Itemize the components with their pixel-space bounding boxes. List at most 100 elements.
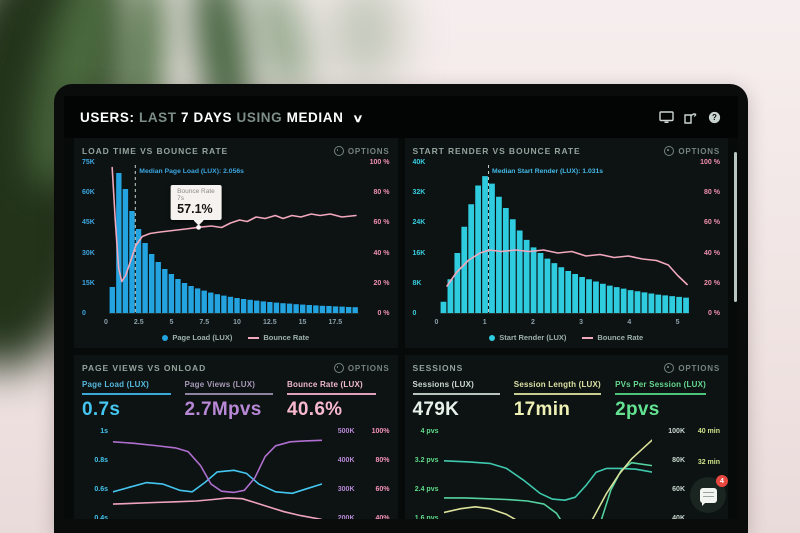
legend-item-page-load[interactable]: Page Load (LUX) <box>162 333 232 342</box>
notification-badge: 4 <box>716 475 728 487</box>
line-plot[interactable] <box>113 428 322 519</box>
dashboard-title[interactable]: USERS: LAST 7 DAYS USING MEDIAN ∨ <box>80 109 365 125</box>
chat-bubble-lines <box>702 491 714 493</box>
gear-icon <box>333 146 344 156</box>
axis-tick: 4 pvs <box>420 428 439 435</box>
axis-tick: 16K <box>412 249 426 257</box>
legend-item-start-render[interactable]: Start Render (LUX) <box>489 333 566 342</box>
axis-tick: 12.5 <box>262 319 277 326</box>
y-axis-left: 75K 60K 45K 30K 15K 0 <box>82 159 109 317</box>
y-axis-right: 100 % 80 % 60 % 40 % 20 % 0 % <box>689 159 720 317</box>
axis-tick: 5 <box>169 319 174 326</box>
options-button[interactable]: OPTIONS <box>333 363 390 373</box>
panel-header: LOAD TIME VS BOUNCE RATE OPTIONS <box>82 144 390 158</box>
axis-tick: 5 <box>675 319 680 326</box>
legend-line-icon <box>248 336 260 339</box>
axis-tick: 80K <box>672 457 685 464</box>
line-plot[interactable] <box>443 428 652 519</box>
tooltip: Bounce Rate 7s 57.1% <box>170 185 222 221</box>
axis-tick: 1.6 pvs <box>414 515 439 519</box>
metric-page-load[interactable]: Page Load (LUX) 0.7s <box>82 380 185 421</box>
metric-underline <box>287 393 376 395</box>
axis-tick: 80 % <box>373 189 390 197</box>
axis-tick: 2 <box>530 319 535 326</box>
axis-tick: 40 % <box>704 249 720 257</box>
axis-tick: 1 <box>482 319 487 326</box>
axis-tick: 4 <box>627 319 632 326</box>
axis-tick: 40 % <box>373 249 390 257</box>
options-button[interactable]: OPTIONS <box>664 146 720 156</box>
options-label: OPTIONS <box>678 363 720 373</box>
axis-tick: 200K <box>337 515 355 519</box>
axis-tick: 24K <box>412 219 426 227</box>
metric-page-views[interactable]: Page Views (LUX) 2.7Mpvs <box>184 380 288 421</box>
legend: Start Render (LUX) Bounce Rate <box>413 329 721 346</box>
axis-tick: 60 % <box>373 219 390 227</box>
gear-icon <box>333 363 344 373</box>
panel-header: PAGE VIEWS VS ONLOAD OPTIONS <box>82 361 390 375</box>
axis-tick: 2.5 <box>133 319 144 326</box>
legend-label: Page Load (LUX) <box>172 333 233 342</box>
axis-tick: 0 <box>104 319 108 326</box>
scrollbar-thumb[interactable] <box>734 152 737 302</box>
axis-tick: 0.4s <box>94 515 108 519</box>
metric-underline <box>615 393 706 395</box>
legend-item-bounce-rate[interactable]: Bounce Rate <box>582 333 643 342</box>
axis-tick: 500K <box>337 428 355 435</box>
metric-underline <box>513 393 602 395</box>
legend-dot-icon <box>162 334 169 341</box>
axis-tick: 15 <box>298 319 307 326</box>
panel-header: SESSIONS OPTIONS <box>413 361 721 375</box>
panel-title: LOAD TIME VS BOUNCE RATE <box>82 146 229 156</box>
title-last: LAST <box>138 109 177 125</box>
axis-tick: 0 % <box>377 309 390 317</box>
gear-icon <box>664 363 675 373</box>
axis-tick: 0 <box>82 309 86 317</box>
axis-tick: 2.4 pvs <box>414 486 439 493</box>
metric-value: 2pvs <box>615 399 660 420</box>
metric-bounce-rate[interactable]: Bounce Rate (LUX) 40.6% <box>287 380 390 421</box>
options-button[interactable]: OPTIONS <box>664 363 720 373</box>
legend-label: Bounce Rate <box>263 333 310 342</box>
axis-tick: 80% <box>375 457 390 464</box>
help-icon[interactable]: ? <box>707 111 722 124</box>
display-icon[interactable] <box>659 110 674 124</box>
chevron-down-icon[interactable]: ∨ <box>352 112 365 125</box>
right-axis-col-k: 100K 80K 60K 40K <box>661 428 685 519</box>
histogram-plot[interactable]: Median Start Render (LUX): 1.031s <box>439 163 689 314</box>
metric-value: 40.6% <box>287 399 343 420</box>
panel-start-render-vs-bounce-rate: START RENDER VS BOUNCE RATE OPTIONS 40K 3… <box>404 138 728 348</box>
panel-sessions: SESSIONS OPTIONS Sessions (LUX) 479K <box>404 355 728 519</box>
share-icon[interactable] <box>683 111 698 124</box>
panel-title: START RENDER VS BOUNCE RATE <box>412 146 581 156</box>
mini-chart: 1s 0.8s 0.6s 0.4s 500K 400K 300K 200K 100% 80% 6… <box>82 428 390 519</box>
metric-sessions[interactable]: Sessions (LUX) 479K <box>412 380 514 421</box>
laptop: USERS: LAST 7 DAYS USING MEDIAN ∨ <box>54 84 748 533</box>
histogram-plot[interactable]: Median Page Load (LUX): 2.056s Bounce Ra… <box>109 163 359 314</box>
axis-tick: 60% <box>375 486 390 493</box>
panel-page-views-vs-onload: PAGE VIEWS VS ONLOAD OPTIONS Page Load (… <box>74 355 398 519</box>
x-axis: 0 1 2 3 4 5 <box>435 319 693 329</box>
metric-label: Page Load (LUX) <box>82 380 150 389</box>
metric-pvs-per-session[interactable]: PVs Per Session (LUX) 2pvs <box>615 380 720 421</box>
title-using: USING <box>236 109 283 125</box>
mini-y-axis-left: 4 pvs 3.2 pvs 2.4 pvs 1.6 pvs <box>413 428 439 519</box>
axis-tick: 60K <box>672 486 685 493</box>
axis-tick: 32 min <box>697 459 720 467</box>
metric-value: 17min <box>513 399 571 420</box>
right-axis-col-k: 500K 400K 300K 200K <box>331 428 355 519</box>
metric-label: PVs Per Session (LUX) <box>615 380 706 389</box>
axis-tick: 8K <box>412 279 422 287</box>
options-button[interactable]: OPTIONS <box>333 146 390 156</box>
metric-session-length[interactable]: Session Length (LUX) 17min <box>513 380 615 421</box>
axis-tick: 60K <box>82 189 95 197</box>
axis-tick: 40% <box>375 515 390 519</box>
legend-item-bounce-rate[interactable]: Bounce Rate <box>248 333 309 342</box>
metric-label: Page Views (LUX) <box>184 380 256 389</box>
axis-tick: 10 <box>233 319 241 326</box>
axis-tick: 40K <box>412 159 426 166</box>
chat-widget-button[interactable]: 4 <box>690 475 728 513</box>
axis-tick: 3 <box>579 319 584 326</box>
metrics-row: Sessions (LUX) 479K Session Length (LUX)… <box>412 380 721 421</box>
